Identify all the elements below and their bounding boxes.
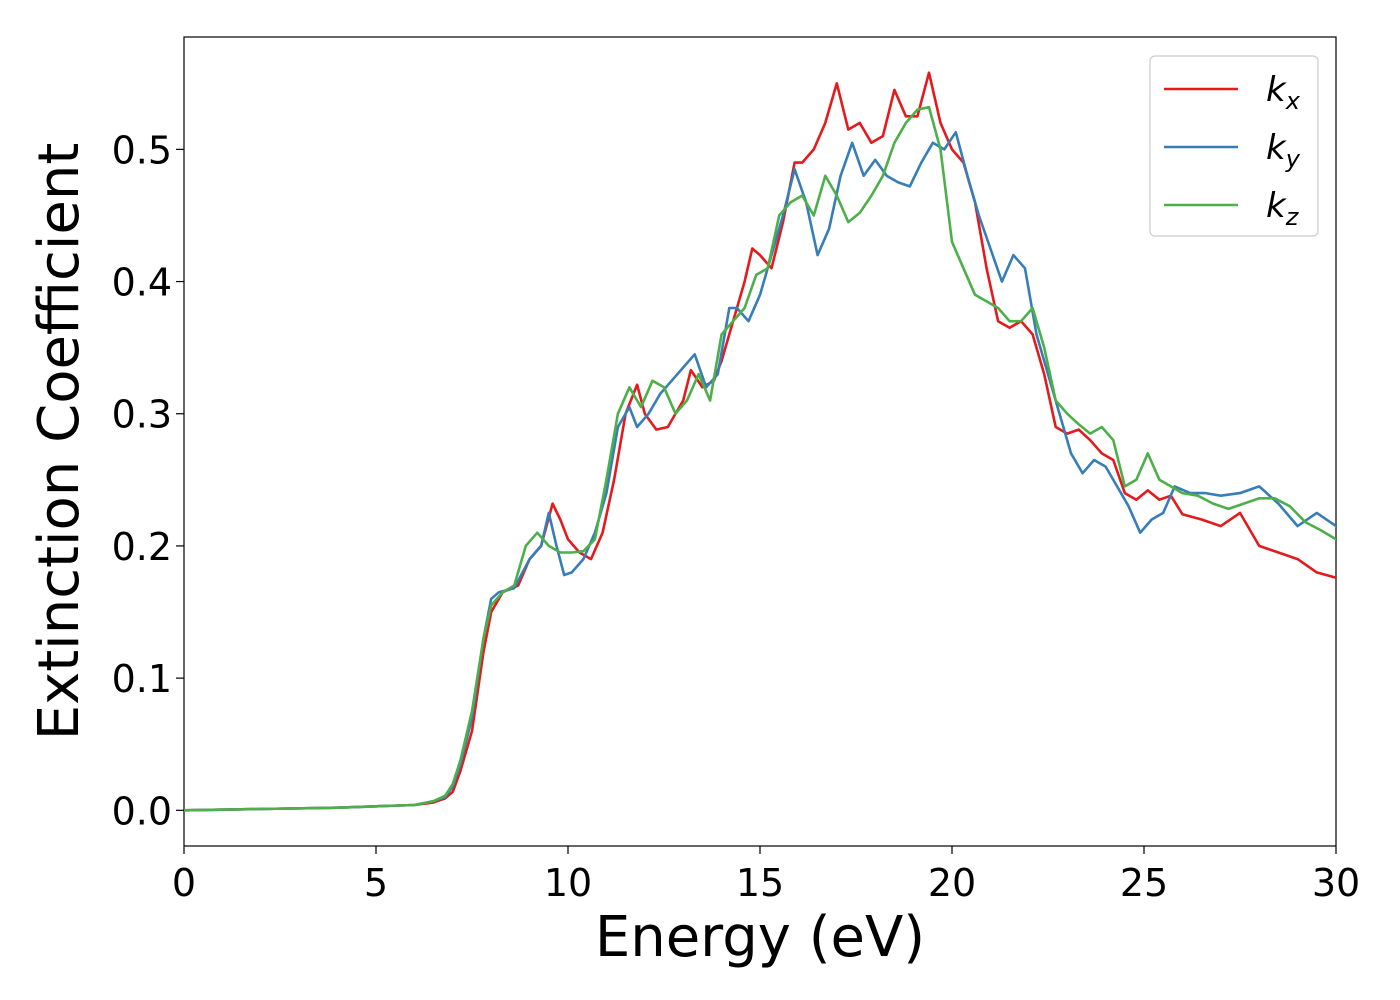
- y-tick-label: 0.1: [112, 657, 172, 701]
- x-tick-label: 25: [1120, 861, 1168, 905]
- y-tick-label: 0.5: [112, 128, 172, 172]
- y-tick-label: 0.3: [112, 393, 172, 437]
- x-axis: 0 5 10 15 20 25 30: [172, 846, 1360, 905]
- legend-subscript: z: [1285, 203, 1300, 231]
- y-axis: 0.0 0.1 0.2 0.3 0.4 0.5: [112, 128, 184, 833]
- y-axis-title: Extinction Coefficient: [27, 143, 92, 741]
- legend-subscript: y: [1285, 145, 1301, 173]
- x-tick-label: 10: [544, 861, 592, 905]
- x-tick-label: 0: [172, 861, 196, 905]
- series-line-k-y: [184, 130, 1336, 812]
- x-axis-title: Energy (eV): [595, 905, 925, 970]
- x-tick-label: 5: [364, 861, 388, 905]
- series-line-k-z: [184, 105, 1336, 812]
- x-tick-label: 20: [928, 861, 976, 905]
- series-layer: [184, 71, 1336, 812]
- y-tick-label: 0.0: [112, 789, 172, 833]
- y-tick-label: 0.2: [112, 525, 172, 569]
- y-tick-label: 0.4: [112, 261, 172, 305]
- x-tick-label: 15: [736, 861, 784, 905]
- x-tick-label: 30: [1312, 861, 1360, 905]
- legend-subscript: x: [1285, 87, 1301, 115]
